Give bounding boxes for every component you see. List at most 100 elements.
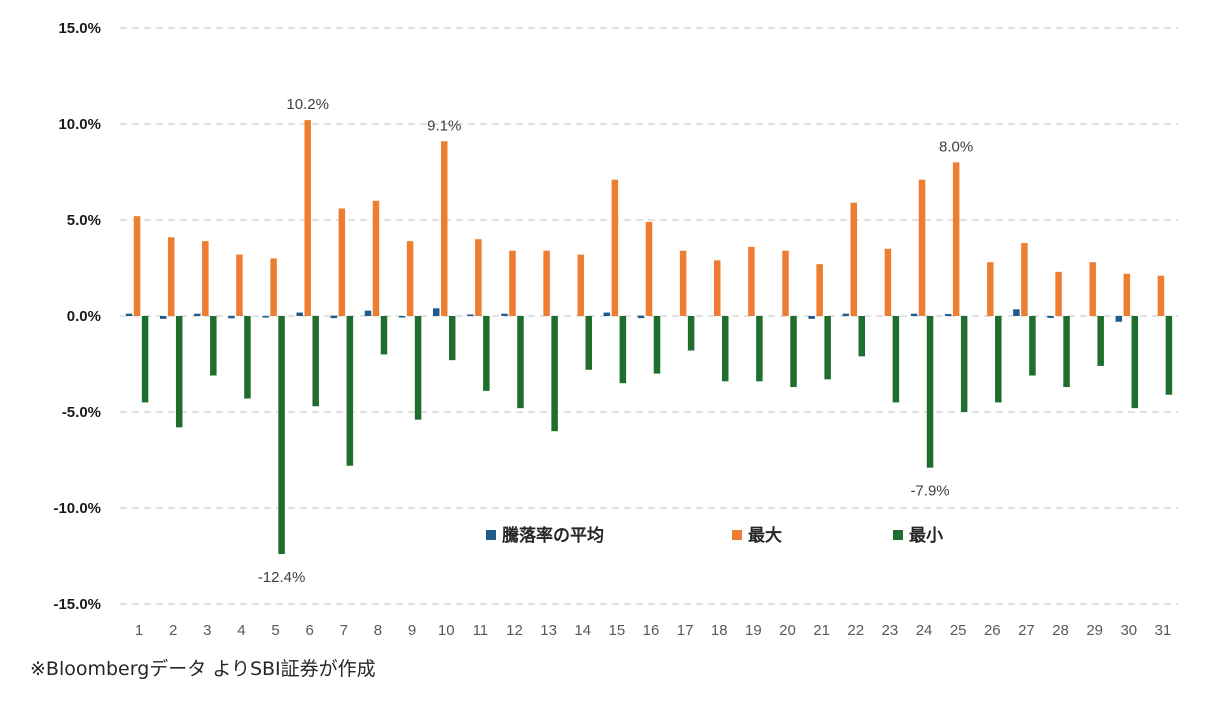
bar-min [722,316,729,382]
source-note: ※Bloombergデータ よりSBI証券が作成 [30,658,376,680]
x-tick-label: 31 [1155,622,1172,639]
bar-min [790,316,797,388]
bars [125,120,1173,555]
x-tick-label: 3 [203,622,211,639]
bar-average [296,312,303,316]
bar-min [1131,316,1139,409]
data-label: 8.0% [939,138,973,155]
bar-max [372,200,380,316]
bar-max [679,250,687,316]
bar-average [910,313,918,316]
data-label: 10.2% [286,96,329,113]
legend-label: 最小 [909,526,943,546]
bar-average [501,313,508,316]
y-tick-label: 5.0% [67,212,101,229]
bar-min [244,316,251,399]
x-tick-label: 21 [813,622,830,639]
x-tick-label: 12 [506,622,523,639]
x-tick-label: 20 [779,622,796,639]
bar-min [210,316,217,376]
bar-max [509,250,516,316]
data-labels: 10.2% 9.1% 8.0% -12.4% -7.9% [258,96,973,586]
x-tick-label: 19 [745,622,762,639]
x-tick-label: 4 [237,622,245,639]
bar-average [398,316,406,318]
legend-swatch [486,530,496,540]
bar-min [960,316,968,412]
data-label: -12.4% [258,569,306,586]
bar-min [483,316,490,391]
legend: 騰落率の平均 最大 最小 [486,525,943,546]
bar-max [270,258,277,316]
bar-min [278,316,285,555]
x-tick-label: 8 [374,622,382,639]
bar-average [159,316,167,319]
bar-average [432,308,440,316]
bar-average [194,313,201,316]
bar-min [414,316,422,420]
bar-max [816,264,823,316]
bar-min [1063,316,1070,388]
legend-label: 最大 [748,525,782,546]
bar-max [338,208,346,316]
x-tick-label: 7 [340,622,348,639]
x-tick-label: 28 [1052,622,1069,639]
x-tick-label: 17 [677,622,694,639]
y-tick-label: -15.0% [53,596,101,613]
bar-min [346,316,354,466]
bar-max [782,250,789,316]
bar-max [304,120,311,316]
bar-max [236,254,243,316]
x-tick-label: 18 [711,622,728,639]
bar-average [1047,316,1054,318]
bar-min [380,316,388,355]
x-tick-label: 27 [1018,622,1035,639]
bar-average [808,316,815,319]
x-tick-label: 23 [882,622,899,639]
bar-min [517,316,524,409]
legend-label: 騰落率の平均 [502,525,604,546]
x-tick-label: 16 [643,622,660,639]
bar-max [406,241,414,316]
bar-max [918,179,926,316]
bar-max [1157,275,1165,316]
x-tick-label: 2 [169,622,177,639]
x-tick-label: 25 [950,622,967,639]
x-tick-label: 29 [1086,622,1103,639]
bar-min [551,316,558,432]
bar-min [892,316,900,403]
bar-average [637,315,645,319]
x-tick-label: 30 [1120,622,1137,639]
x-axis: 1 2 3 4 5 6 7 8 9 10 11 12 13 14 15 16 17 18 19 20 21 22 23 24 2… [135,622,1171,639]
bar-max [748,246,755,316]
bar-max [577,254,584,316]
x-tick-label: 10 [438,622,455,639]
bar-average [944,314,952,316]
x-tick-label: 9 [408,622,416,639]
bar-min [1165,316,1173,395]
y-tick-label: -5.0% [62,404,101,421]
bar-min [448,316,456,361]
bar-min [756,316,763,382]
bar-average [467,314,474,316]
y-axis: 15.0% 10.0% 5.0% 0.0% -5.0% -10.0% -15.0% [53,20,101,613]
data-label: 9.1% [427,117,461,134]
x-tick-label: 24 [916,622,933,639]
y-tick-label: 15.0% [58,20,101,37]
bar-max [714,260,721,316]
x-tick-label: 11 [473,622,489,639]
bar-max [850,202,858,316]
bar-max [987,262,994,316]
x-tick-label: 6 [306,622,314,639]
bar-min [653,316,661,374]
bar-min [175,316,183,428]
bar-max [1055,271,1062,316]
bar-max [167,237,175,316]
bar-min [312,316,319,407]
x-tick-label: 1 [135,622,143,639]
y-tick-label: 10.0% [58,116,101,133]
bar-min [619,316,627,384]
bar-min [585,316,592,370]
bar-max [440,141,448,316]
